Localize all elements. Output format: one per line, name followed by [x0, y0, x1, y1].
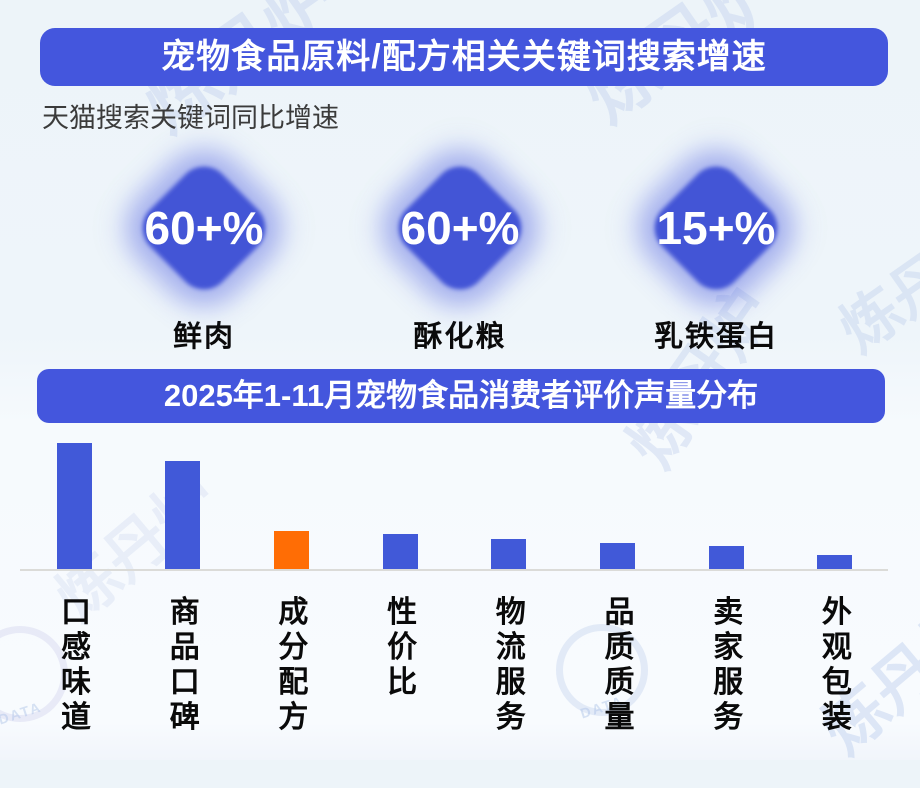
bar-packaging: [817, 555, 853, 569]
bar-taste: [56, 443, 92, 569]
category-label: 性价比: [387, 596, 418, 699]
bar-chart-title-banner: 2025年1-11月宠物食品消费者评价声量分布: [37, 369, 885, 423]
bar-value-for-money: [382, 534, 418, 569]
category-label: 口感味道: [61, 596, 91, 734]
kpi-label: 鲜肉: [172, 321, 235, 353]
category-labels-row: 口感味道 商品口碑 成分配方 性价比 物流服务 品质质量 卖家服务 外观包装: [0, 595, 920, 753]
bar-product-reputation: [165, 461, 201, 569]
kpi-value: 60+%: [144, 202, 264, 254]
x-axis-line: [20, 569, 888, 571]
review-volume-bar-chart: [0, 423, 920, 571]
kpi-fresh-meat: 60+% 鲜肉: [118, 149, 290, 353]
kpi-row: 60+% 鲜肉 60+% 酥化粮 15+% 乳铁蛋白: [0, 149, 920, 353]
kpi-label: 酥化粮: [413, 321, 507, 353]
subtitle-tmall-growth: 天猫搜索关键词同比增速: [42, 103, 339, 133]
category-label: 品质质量: [604, 596, 635, 734]
category-label: 物流服务: [495, 596, 526, 734]
bar-seller-service: [708, 546, 744, 569]
category-label: 成分配方: [278, 596, 309, 734]
kpi-value: 60+%: [400, 202, 520, 254]
header-banner-title: 宠物食品原料/配方相关关键词搜索增速: [40, 28, 888, 86]
kpi-crisp-food: 60+% 酥化粮: [374, 149, 546, 353]
category-label: 外观包装: [821, 596, 852, 734]
bar-quality: [600, 543, 635, 569]
bar-ingredients-formula: [273, 531, 309, 569]
bar-logistics: [491, 539, 527, 569]
category-label: 卖家服务: [713, 596, 744, 734]
kpi-value: 15+%: [656, 202, 776, 254]
kpi-lactoferrin: 15+% 乳铁蛋白: [630, 149, 802, 353]
category-label: 商品口碑: [169, 596, 200, 734]
kpi-label: 乳铁蛋白: [653, 321, 778, 353]
